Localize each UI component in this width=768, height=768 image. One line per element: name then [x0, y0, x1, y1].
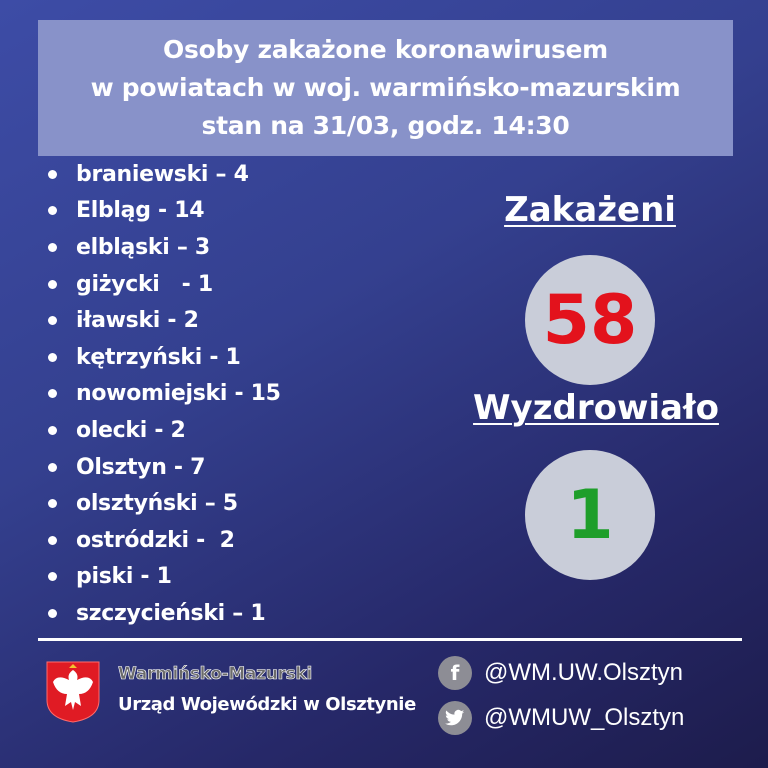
district-list: braniewski – 4 Elbląg - 14 elbląski – 3 giż…: [44, 156, 281, 632]
org-name-line2: Urząd Wojewódzki w Olsztynie: [118, 694, 416, 715]
infected-label: Zakażeni: [504, 190, 676, 230]
district-item: olecki - 2: [44, 412, 281, 449]
district-text: ostródzki - 2: [76, 527, 235, 553]
twitter-icon: [438, 701, 472, 735]
title-line: stan na 31/03, godz. 14:30: [201, 111, 570, 140]
divider: [38, 638, 742, 641]
district-item: Elbląg - 14: [44, 193, 281, 230]
bullet-icon: [48, 279, 57, 289]
district-text: braniewski – 4: [76, 161, 249, 187]
district-item: giżycki - 1: [44, 266, 281, 303]
bullet-icon: [48, 462, 57, 472]
facebook-icon: f: [438, 656, 472, 690]
bullet-icon: [48, 352, 57, 362]
district-item: olsztyński – 5: [44, 485, 281, 522]
bullet-icon: [48, 242, 57, 252]
district-text: olsztyński – 5: [76, 491, 238, 517]
district-text: szczycieński – 1: [76, 600, 266, 626]
bullet-icon: [48, 499, 57, 509]
title-line: Osoby zakażone koronawirusem: [163, 35, 608, 64]
polish-emblem-icon: [46, 661, 100, 723]
bullet-icon: [48, 535, 57, 545]
bullet-icon: [48, 572, 57, 582]
bullet-icon: [48, 316, 57, 326]
district-item: szczycieński – 1: [44, 595, 281, 632]
bullet-icon: [48, 425, 57, 435]
district-item: kętrzyński - 1: [44, 339, 281, 376]
district-item: piski - 1: [44, 559, 281, 596]
district-text: piski - 1: [76, 564, 172, 590]
recovered-label: Wyzdrowiało: [473, 388, 719, 428]
district-text: giżycki - 1: [76, 271, 213, 297]
district-text: olecki - 2: [76, 417, 186, 443]
facebook-handle: @WM.UW.Olsztyn: [484, 659, 684, 686]
bullet-icon: [48, 169, 57, 179]
org-name-line1: Warmińsko-Mazurski: [118, 664, 313, 685]
district-item: nowomiejski - 15: [44, 376, 281, 413]
district-text: iławski - 2: [76, 308, 199, 334]
district-item: elbląski – 3: [44, 229, 281, 266]
district-text: Olsztyn - 7: [76, 454, 206, 480]
title-line: w powiatach w woj. warmińsko-mazurskim: [90, 73, 681, 102]
twitter-link[interactable]: @WMUW_Olsztyn: [438, 701, 684, 735]
district-item: braniewski – 4: [44, 156, 281, 193]
bullet-icon: [48, 206, 57, 216]
district-item: Olsztyn - 7: [44, 449, 281, 486]
infected-count: 58: [525, 255, 655, 385]
district-item: iławski - 2: [44, 302, 281, 339]
district-text: nowomiejski - 15: [76, 381, 281, 407]
district-text: elbląski – 3: [76, 234, 210, 260]
recovered-count: 1: [525, 450, 655, 580]
facebook-link[interactable]: f @WM.UW.Olsztyn: [438, 656, 683, 690]
bullet-icon: [48, 389, 57, 399]
district-text: Elbląg - 14: [76, 198, 205, 224]
district-item: ostródzki - 2: [44, 522, 281, 559]
district-text: kętrzyński - 1: [76, 344, 241, 370]
twitter-handle: @WMUW_Olsztyn: [484, 704, 685, 731]
bullet-icon: [48, 608, 57, 618]
title-banner: Osoby zakażone koronawirusem w powiatach…: [38, 20, 733, 156]
